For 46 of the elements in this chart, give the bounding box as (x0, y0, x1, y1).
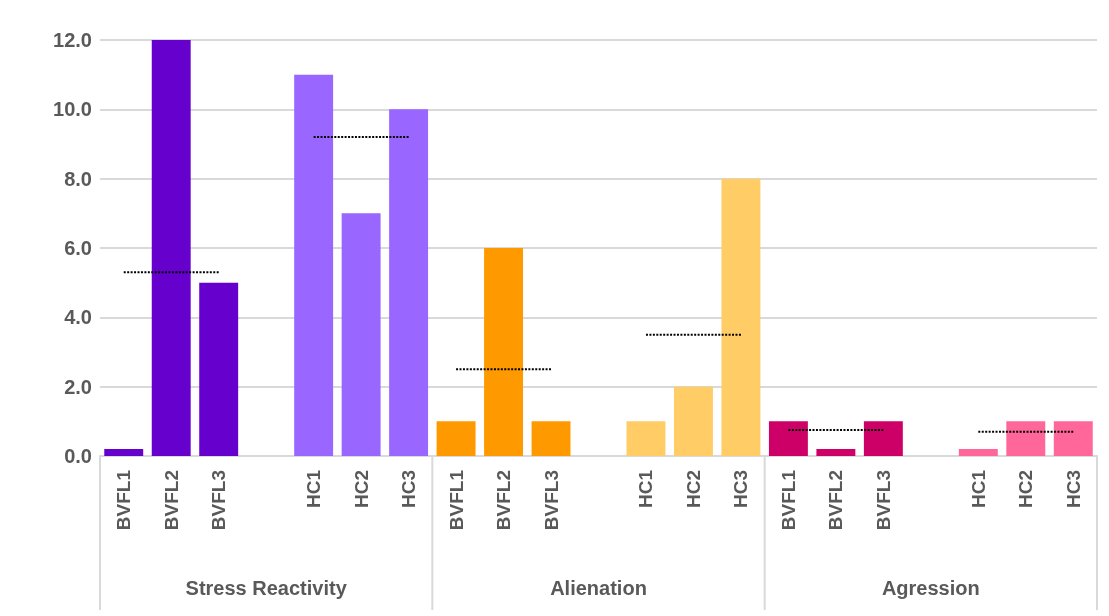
bar (341, 213, 381, 456)
x-tick-label: BVFL2 (160, 470, 182, 531)
y-tick-label: 6.0 (64, 237, 92, 259)
text: Agression (881, 577, 980, 599)
bar (151, 40, 191, 456)
x-tick-label: BVFL1 (445, 469, 467, 531)
y-tick-label: 2.0 (64, 375, 92, 398)
x-tick-label: HC2 (350, 470, 372, 509)
x-tick-label: HC2 (682, 470, 704, 509)
bar (721, 178, 761, 456)
bar (768, 421, 808, 456)
x-tick-label: HC3 (730, 470, 752, 509)
bar (673, 386, 713, 456)
y-tick-label: 8.0 (64, 167, 92, 190)
bar (104, 449, 144, 456)
x-tick-label: BVFL2 (825, 470, 847, 531)
x-tick-label: BVFL2 (493, 470, 515, 531)
x-tick-label: HC1 (635, 469, 657, 509)
bar (484, 248, 524, 456)
y-tick-label: 0.0 (64, 445, 92, 467)
x-tick-label: BVFL3 (872, 470, 894, 531)
bar (816, 449, 856, 456)
x-tick-label: HC1 (303, 469, 325, 509)
y-tick-label: 4.0 (64, 306, 92, 329)
bar (294, 74, 334, 456)
bar (863, 421, 903, 456)
bar (531, 421, 571, 456)
x-tick-label: BVFL1 (777, 469, 799, 531)
bar (958, 449, 998, 456)
y-tick-label: 12.0 (53, 29, 92, 51)
x-tick-label: BVFL3 (540, 470, 562, 531)
x-tick-label: HC1 (967, 469, 989, 509)
text: Alienation (550, 577, 647, 599)
x-tick-label: HC3 (398, 470, 420, 509)
y-tick-label: 10.0 (53, 98, 92, 121)
x-tick-label: HC2 (1015, 470, 1037, 509)
bar (436, 421, 476, 456)
bar (199, 282, 239, 456)
text: Stress Reactivity (185, 577, 348, 599)
bar (1053, 421, 1093, 456)
x-tick-label: HC3 (1062, 470, 1084, 509)
bar (626, 421, 666, 456)
x-tick-label: BVFL1 (113, 469, 135, 531)
x-tick-label: BVFL3 (208, 470, 230, 531)
bar (1006, 421, 1046, 456)
bar (389, 109, 429, 456)
